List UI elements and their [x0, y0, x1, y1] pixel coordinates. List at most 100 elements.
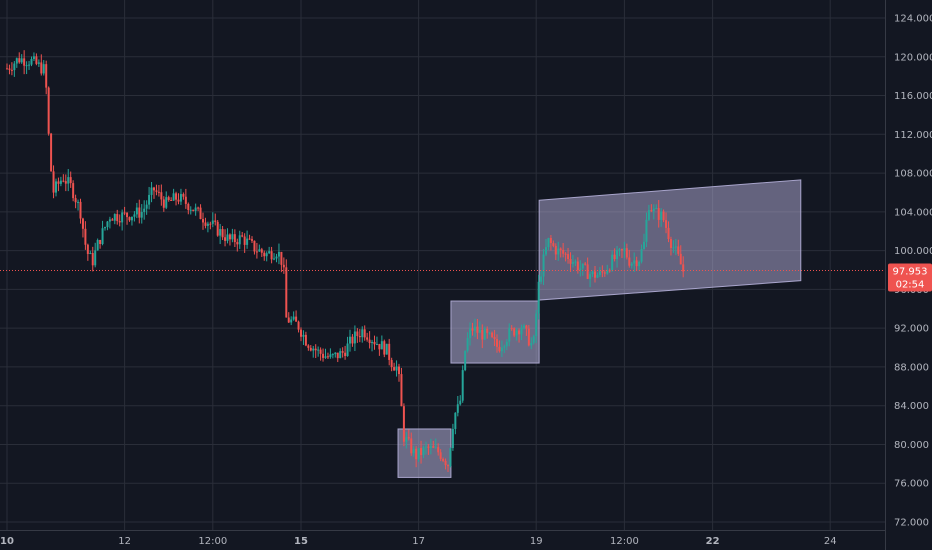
candle-body: [657, 208, 660, 220]
candle-body: [219, 229, 222, 236]
candle-body: [170, 199, 173, 201]
candle-body: [133, 214, 136, 217]
current-price-label: 97.953: [893, 266, 928, 277]
candle-body: [126, 212, 129, 218]
candle-body: [304, 334, 307, 346]
candle-body: [503, 346, 506, 348]
candle-body: [211, 220, 214, 224]
candle-body: [307, 345, 310, 348]
candle-body: [246, 238, 249, 245]
candle-body: [613, 254, 616, 260]
candle-body: [236, 242, 239, 245]
candle-body: [10, 69, 13, 71]
candle-body: [99, 239, 102, 245]
candle-body: [405, 437, 408, 442]
candle-body: [214, 220, 217, 222]
candle-body: [18, 58, 21, 63]
candle-body: [226, 234, 229, 241]
candle-body: [545, 247, 547, 255]
candle-body: [341, 351, 344, 353]
candle-body: [380, 341, 383, 350]
candle-body: [216, 221, 219, 236]
candle-body: [339, 351, 342, 359]
candle-body: [481, 329, 484, 340]
candle-body: [620, 249, 623, 251]
candle-body: [265, 253, 268, 257]
candle-body: [640, 248, 643, 262]
candle-body: [496, 339, 498, 347]
candle-body: [241, 235, 244, 237]
candle-body: [206, 223, 209, 226]
candle-body: [549, 238, 552, 244]
candle-body: [351, 336, 354, 344]
candle-body: [424, 446, 427, 448]
candle-body: [461, 370, 464, 401]
candle-body: [650, 210, 653, 212]
candle-body: [319, 349, 322, 354]
candle-body: [143, 208, 146, 212]
candle-body: [42, 64, 45, 74]
candle-body: [150, 187, 153, 195]
candle-body: [175, 193, 178, 200]
candle-body: [398, 366, 400, 375]
x-tick-label: 12:00: [198, 536, 227, 547]
candle-body: [192, 209, 195, 211]
candle-body: [410, 438, 413, 454]
candle-body: [400, 374, 403, 407]
candle-body: [437, 447, 440, 453]
candle-body: [94, 250, 97, 266]
x-tick-label: 12:00: [610, 536, 639, 547]
candle-body: [224, 237, 227, 241]
candle-body: [67, 177, 70, 184]
candle-body: [302, 334, 305, 337]
candle-body: [233, 234, 236, 243]
candle-body: [297, 321, 300, 330]
candle-body: [464, 350, 467, 371]
candle-body: [498, 346, 501, 352]
candle-body: [157, 191, 160, 193]
candle-body: [300, 329, 302, 337]
candle-body: [395, 366, 398, 371]
candle-body: [645, 219, 648, 242]
candle-body: [346, 343, 349, 357]
candle-body: [23, 58, 26, 66]
candle-body: [204, 222, 207, 226]
candle-body: [655, 208, 658, 210]
candle-body: [527, 328, 530, 346]
candle-body: [282, 264, 285, 268]
candle-body: [32, 56, 35, 59]
candle-body: [473, 326, 476, 331]
candle-body: [682, 264, 685, 272]
candle-body: [625, 248, 628, 258]
x-tick-label: 12: [118, 536, 131, 547]
candle-body: [562, 249, 565, 254]
candle-body: [331, 354, 334, 356]
candle-body: [104, 227, 106, 229]
y-tick-label: 76.000: [894, 479, 929, 490]
candle-body: [591, 271, 594, 275]
candle-body: [623, 248, 626, 251]
candle-body: [349, 336, 351, 344]
candle-body: [165, 197, 168, 208]
candle-body: [373, 341, 376, 345]
candle-body: [459, 400, 462, 405]
candle-body: [15, 58, 18, 64]
candle-body: [148, 194, 151, 205]
candle-body: [35, 56, 38, 64]
candle-body: [273, 258, 276, 260]
candle-body: [84, 228, 87, 245]
candle-body: [557, 248, 560, 255]
candle-body: [322, 353, 325, 358]
candle-body: [518, 330, 521, 335]
candle-body: [130, 216, 133, 221]
candle-body: [153, 187, 155, 191]
candle-body: [96, 239, 99, 251]
candle-body: [277, 251, 280, 257]
candles: [6, 50, 685, 473]
candle-body: [366, 337, 369, 340]
candle-body: [79, 201, 82, 219]
candle-body: [500, 347, 503, 352]
candle-body: [184, 196, 187, 204]
